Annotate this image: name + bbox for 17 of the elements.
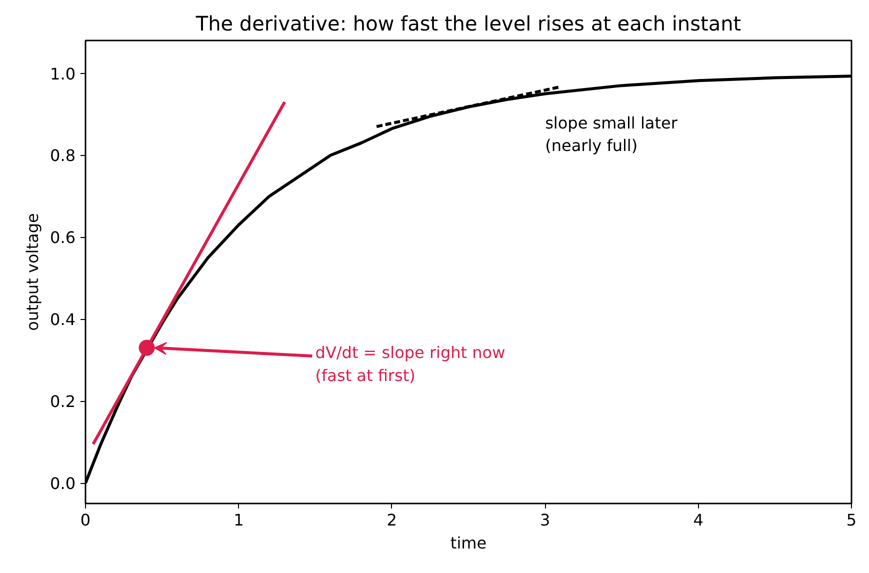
y-tick-label: 0.6 [50, 228, 76, 248]
chart-title: The derivative: how fast the level rises at each instant [194, 12, 742, 36]
y-tick-label: 0.8 [50, 146, 76, 166]
x-tick-label: 4 [693, 510, 704, 530]
y-tick-label: 0.4 [50, 310, 76, 330]
y-axis-title: output voltage [23, 213, 42, 331]
y-tick-label: 0.0 [50, 474, 76, 494]
x-tick-label: 2 [386, 510, 397, 530]
x-axis-title: time [450, 534, 487, 552]
x-tick-label: 0 [80, 510, 91, 530]
y-tick-label: 1.0 [50, 64, 76, 84]
annotation: dV/dt = slope right now (fast at first) [315, 343, 506, 385]
x-tick-label: 3 [540, 510, 550, 530]
x-tick-label: 1 [234, 510, 244, 530]
x-tick-label: 5 [846, 510, 857, 530]
annotation: slope small later (nearly full) [545, 113, 678, 156]
y-tick-label: 0.2 [50, 392, 76, 412]
